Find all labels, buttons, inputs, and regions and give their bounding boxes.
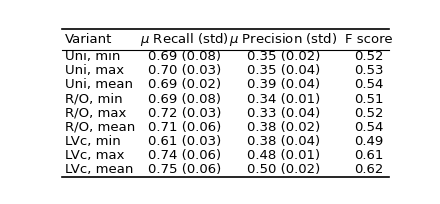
Text: R/O, max: R/O, max: [65, 107, 127, 120]
Text: LVc, min: LVc, min: [65, 135, 121, 148]
Text: 0.33 (0.04): 0.33 (0.04): [247, 107, 320, 120]
Text: 0.39 (0.04): 0.39 (0.04): [247, 79, 320, 91]
Text: 0.61: 0.61: [354, 149, 383, 162]
Text: Uni, mean: Uni, mean: [65, 79, 133, 91]
Text: $\mu$ Recall (std): $\mu$ Recall (std): [140, 31, 229, 48]
Text: 0.61 (0.03): 0.61 (0.03): [148, 135, 221, 148]
Text: 0.54: 0.54: [354, 79, 383, 91]
Text: 0.53: 0.53: [354, 64, 384, 77]
Text: Uni, max: Uni, max: [65, 64, 125, 77]
Text: 0.72 (0.03): 0.72 (0.03): [148, 107, 221, 120]
Text: 0.71 (0.06): 0.71 (0.06): [148, 121, 221, 134]
Text: 0.75 (0.06): 0.75 (0.06): [148, 163, 221, 176]
Text: 0.69 (0.02): 0.69 (0.02): [148, 79, 221, 91]
Text: F score: F score: [345, 33, 392, 46]
Text: 0.48 (0.01): 0.48 (0.01): [247, 149, 320, 162]
Text: 0.38 (0.04): 0.38 (0.04): [247, 135, 320, 148]
Text: 0.69 (0.08): 0.69 (0.08): [148, 93, 221, 106]
Text: LVc, max: LVc, max: [65, 149, 125, 162]
Text: 0.62: 0.62: [354, 163, 383, 176]
Text: 0.38 (0.02): 0.38 (0.02): [247, 121, 320, 134]
Text: 0.52: 0.52: [354, 50, 384, 63]
Text: 0.52: 0.52: [354, 107, 384, 120]
Text: 0.51: 0.51: [354, 93, 384, 106]
Text: Variant: Variant: [65, 33, 113, 46]
Text: 0.74 (0.06): 0.74 (0.06): [148, 149, 221, 162]
Text: 0.35 (0.04): 0.35 (0.04): [247, 64, 320, 77]
Text: R/O, min: R/O, min: [65, 93, 123, 106]
Text: 0.54: 0.54: [354, 121, 383, 134]
Text: 0.69 (0.08): 0.69 (0.08): [148, 50, 221, 63]
Text: R/O, mean: R/O, mean: [65, 121, 136, 134]
Text: 0.35 (0.02): 0.35 (0.02): [247, 50, 320, 63]
Text: 0.49: 0.49: [354, 135, 383, 148]
Text: 0.70 (0.03): 0.70 (0.03): [148, 64, 221, 77]
Text: 0.34 (0.01): 0.34 (0.01): [247, 93, 320, 106]
Text: 0.50 (0.02): 0.50 (0.02): [247, 163, 320, 176]
Text: Uni, min: Uni, min: [65, 50, 121, 63]
Text: LVc, mean: LVc, mean: [65, 163, 134, 176]
Text: $\mu$ Precision (std): $\mu$ Precision (std): [229, 31, 337, 48]
